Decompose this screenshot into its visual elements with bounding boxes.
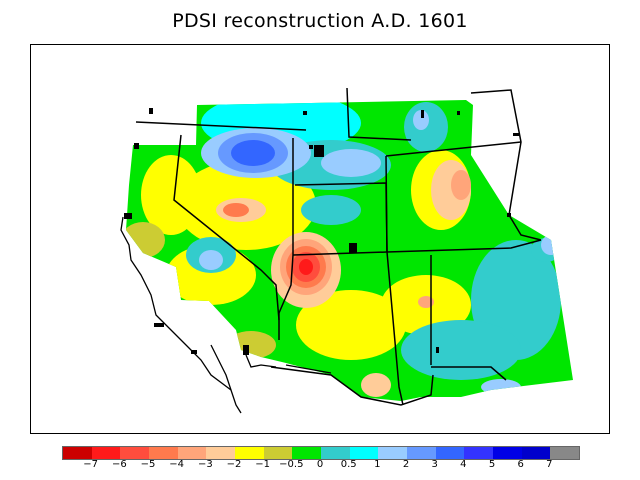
legend-swatch [464,447,494,459]
pdsi-map [120,87,573,414]
legend-swatch [493,447,522,459]
legend-swatch [407,447,436,459]
legend-swatch [177,447,207,459]
legend-label: −2 [226,459,242,470]
legend-label: −1 [255,459,271,470]
legend-swatch [521,447,551,459]
legend-label: 2 [402,459,410,470]
legend-label: 0 [316,459,324,470]
legend-swatch [263,447,293,459]
legend-label: 0.5 [340,459,357,470]
legend-swatch [120,447,150,459]
legend-label: −5 [140,459,156,470]
legend-label: −3 [197,459,213,470]
legend-label: 7 [546,459,553,470]
legend-labels: −7 −6 −5 −4 −3 −2 −1 −0.5 0 0.5 1 2 3 4 5 6 7 [62,459,578,473]
legend-label: −7 [83,459,99,470]
legend-swatch [321,447,350,459]
legend-label: 6 [517,459,524,470]
legend-swatch [91,447,121,459]
legend-label: 5 [488,459,496,470]
legend-label: −6 [111,459,127,470]
legend-swatch [550,447,580,459]
state-boundaries [135,87,542,406]
map-title: PDSI reconstruction A.D. 1601 [172,10,468,32]
legend-swatch [435,447,465,459]
legend-swatch [349,447,379,459]
legend-swatch [235,447,264,459]
legend-swatch [292,447,322,459]
color-legend [62,446,580,460]
legend-label: 1 [374,459,381,470]
legend-swatch [63,447,92,459]
legend-label: −0.5 [279,459,304,470]
coastline [120,216,332,414]
legend-label: 3 [431,459,438,470]
legend-label: 4 [460,459,467,470]
lakes-islands [124,108,519,355]
legend-label: −4 [169,459,185,470]
legend-swatch [149,447,178,459]
legend-swatch [378,447,408,459]
map-panel [30,44,610,434]
pdsi-field [126,100,573,401]
legend-swatch [206,447,236,459]
